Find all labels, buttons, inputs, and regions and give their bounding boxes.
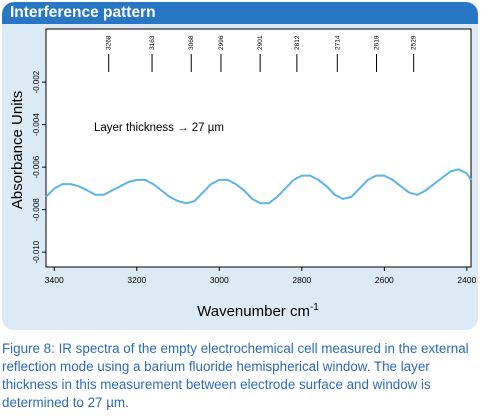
spectrum-chart: -0.002-0.004-0.006-0.008-0.010 3400 3200 3…: [9, 28, 477, 320]
y-tick-label: -0.006: [32, 155, 41, 178]
figure-caption: Figure 8: IR spectra of the empty electr…: [2, 341, 469, 410]
peak-label: 2996: [218, 35, 225, 50]
y-tick-label: -0.008: [32, 198, 41, 221]
peak-label: 3268: [106, 35, 113, 50]
x-tick-label: 3000: [210, 275, 229, 285]
peak-label: 3068: [188, 35, 195, 50]
x-axis-label-main: Wavenumber cm: [197, 303, 310, 320]
y-tick-label: -0.002: [32, 70, 41, 93]
x-axis-label: Wavenumber cm-1: [197, 302, 319, 320]
thickness-annotation: Layer thickness → 27 µm: [94, 122, 224, 134]
peak-label: 2812: [294, 35, 301, 50]
figure-panel: Interference pattern -0.002 -0.004 -0.006-…: [2, 2, 478, 330]
x-axis-label-sup: -1: [310, 302, 319, 313]
panel-title: Interference pattern: [10, 4, 156, 21]
peak-label: 3163: [149, 35, 156, 50]
plot-area: [45, 28, 472, 268]
x-tick-label: 3400: [45, 275, 64, 285]
peak-label: 2901: [257, 35, 264, 50]
peak-markers: 3268 3163 3068 2996 2901 2812 2714 2619 2529: [106, 35, 418, 72]
x-tick-label: 2600: [375, 275, 394, 285]
spectrum-line: [45, 168, 472, 205]
x-tick-label: 2400: [457, 275, 476, 285]
x-tick-label: 2800: [292, 275, 311, 285]
peak-label: 2714: [334, 35, 341, 50]
peak-label: 2529: [411, 35, 418, 50]
panel-header: Interference pattern: [2, 2, 478, 24]
x-axis: 3400 3200 3000 2800 2600 2400: [45, 267, 477, 285]
y-tick-label: -0.010: [32, 240, 41, 263]
y-tick-label: -0.004: [32, 113, 41, 136]
y-axis-label: Absorbance Units: [9, 91, 26, 209]
y-axis: -0.002 -0.004 -0.006 -0.008 -0.010: [32, 70, 46, 263]
x-tick-label: 3200: [127, 275, 146, 285]
peak-label: 2619: [374, 35, 381, 50]
